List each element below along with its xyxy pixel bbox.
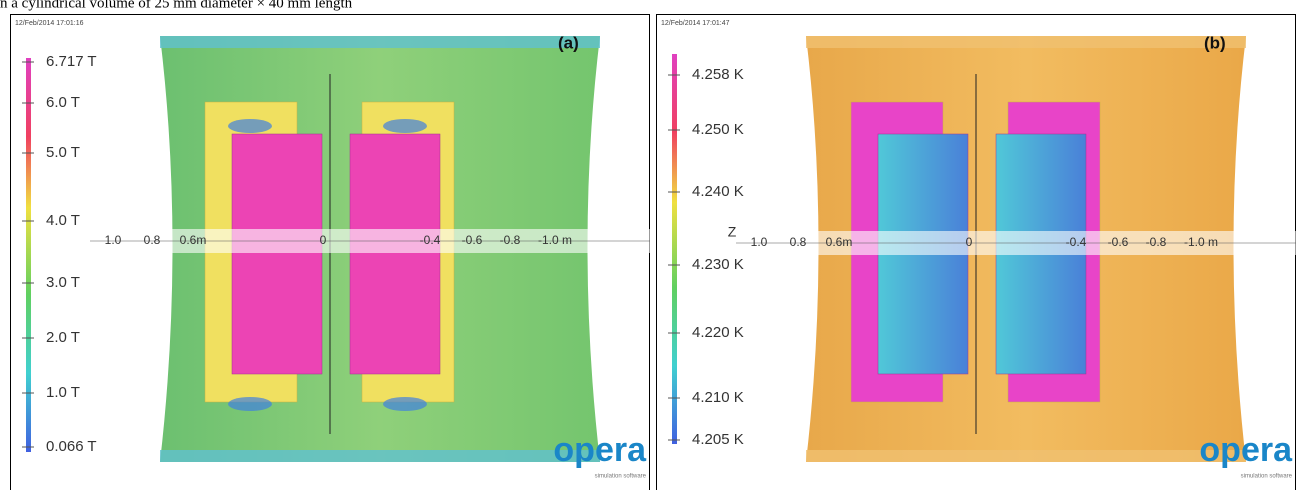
colorbar-label: 4.240 K	[692, 183, 744, 200]
axis-label: -0.4	[1066, 235, 1087, 249]
colorbar-label: 0.066 T	[46, 438, 97, 455]
panel: 1.0 0.8 0.6m 0 -0.4 -0.6 -0.8 -1.0 m Z 4.258 K 4.2…	[657, 15, 1296, 491]
logo-subtitle: simulation software	[1241, 474, 1293, 480]
axis-label: 0.8	[144, 233, 161, 247]
axis-label: 0.6m	[826, 235, 853, 249]
axis-label: 0	[320, 233, 327, 247]
colorbar-label: 4.230 K	[692, 256, 744, 273]
logo: opera	[1199, 431, 1293, 469]
colorbar-label: 2.0 T	[46, 329, 80, 346]
axis-label: -1.0 m	[538, 233, 572, 247]
axis-label: -1.0 m	[1184, 235, 1218, 249]
axis-label: -0.4	[420, 233, 441, 247]
axis-label: 1.0	[751, 235, 768, 249]
axis-label: 0	[966, 235, 973, 249]
axis-label: -0.6	[462, 233, 483, 247]
colorbar-label: 4.210 K	[692, 389, 744, 406]
colorbar-label: 4.250 K	[692, 121, 744, 138]
colorbar-label: 6.0 T	[46, 94, 80, 111]
inner-coil	[350, 134, 440, 374]
colorbar	[672, 54, 677, 444]
axis-label: 0.6m	[180, 233, 207, 247]
cylinder-rim	[160, 36, 600, 48]
axis-label: 0.8	[790, 235, 807, 249]
axis-label: -0.8	[1146, 235, 1167, 249]
cylinder-rim	[806, 450, 1246, 462]
inner-coil	[232, 134, 322, 374]
axis-label: -0.6	[1108, 235, 1129, 249]
caption: n a cylindrical volume of 25 mm diameter…	[0, 0, 353, 11]
axis-label: 1.0	[105, 233, 122, 247]
colorbar-label: 4.205 K	[692, 431, 744, 448]
timestamp: 12/Feb/2014 17:01:16	[15, 20, 84, 27]
field-spot	[228, 397, 272, 411]
figure: n a cylindrical volume of 25 mm diameter…	[0, 0, 1296, 490]
field-spot	[228, 119, 272, 133]
cylinder-rim	[806, 36, 1246, 48]
logo-subtitle: simulation software	[595, 474, 647, 480]
timestamp: 12/Feb/2014 17:01:47	[661, 20, 730, 27]
colorbar-label: 5.0 T	[46, 144, 80, 161]
colorbar-label: 4.258 K	[692, 66, 744, 83]
panel-label: (a)	[558, 33, 579, 52]
axis-marker: Z	[728, 224, 737, 240]
panel: 1.0 0.8 0.6m 0 -0.4 -0.6 -0.8 -1.0 m 6.717 T 6.0 …	[11, 15, 651, 491]
colorbar-label: 1.0 T	[46, 384, 80, 401]
logo: opera	[553, 431, 647, 469]
colorbar-label: 4.220 K	[692, 324, 744, 341]
colorbar-label: 6.717 T	[46, 53, 97, 70]
cylinder-rim	[160, 450, 600, 462]
panel-label: (b)	[1204, 33, 1226, 52]
colorbar-label: 4.0 T	[46, 212, 80, 229]
colorbar-label: 3.0 T	[46, 274, 80, 291]
axis-label: -0.8	[500, 233, 521, 247]
field-spot	[383, 397, 427, 411]
field-spot	[383, 119, 427, 133]
